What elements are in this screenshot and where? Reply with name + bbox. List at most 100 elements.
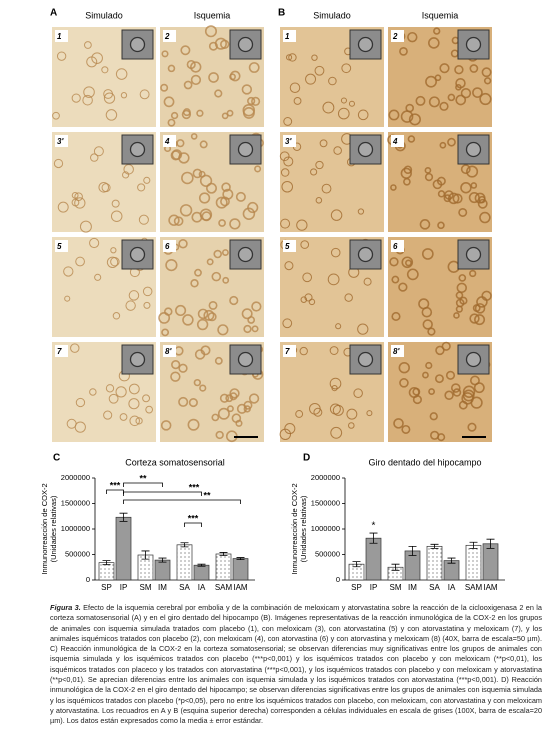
cell bbox=[222, 276, 230, 284]
cell bbox=[441, 341, 451, 351]
y-axis-label: Inmunorreacción de COX-2 bbox=[290, 483, 299, 574]
cell bbox=[215, 430, 224, 440]
cell bbox=[211, 271, 222, 282]
cell bbox=[357, 323, 369, 335]
significance-label: *** bbox=[188, 513, 199, 523]
cell bbox=[145, 405, 154, 414]
image-label-bg bbox=[283, 30, 296, 42]
cell bbox=[182, 108, 191, 117]
cell bbox=[453, 312, 460, 319]
micrograph: 3' bbox=[279, 132, 384, 232]
cell bbox=[327, 273, 340, 286]
cell bbox=[335, 323, 342, 330]
cell bbox=[390, 184, 397, 191]
cell bbox=[74, 197, 86, 209]
error-bar bbox=[391, 563, 400, 571]
error-bar bbox=[430, 543, 439, 549]
cell bbox=[447, 93, 456, 102]
image-label-bg bbox=[283, 240, 296, 252]
error-bar bbox=[236, 557, 245, 560]
cell bbox=[158, 311, 171, 324]
cell bbox=[388, 109, 400, 121]
cell bbox=[408, 113, 421, 126]
x-tick-label: SP bbox=[351, 583, 362, 592]
cell bbox=[242, 207, 256, 221]
cell bbox=[468, 192, 480, 204]
cell bbox=[337, 107, 350, 120]
cell bbox=[477, 198, 488, 209]
image-label: 6 bbox=[165, 242, 170, 251]
column-title: Isquemia bbox=[422, 10, 459, 20]
image-label-bg bbox=[163, 30, 176, 42]
inset-cell bbox=[465, 36, 482, 53]
image-label-bg bbox=[391, 30, 404, 42]
cell bbox=[295, 410, 304, 418]
cell bbox=[470, 182, 478, 189]
cell bbox=[56, 51, 67, 61]
cell bbox=[313, 407, 323, 417]
image-label: 6 bbox=[393, 242, 398, 251]
image-label: 5 bbox=[285, 242, 290, 251]
x-tick-label: IA bbox=[198, 583, 206, 592]
cell bbox=[110, 256, 120, 267]
cell bbox=[422, 371, 429, 379]
cell bbox=[300, 240, 310, 249]
cell bbox=[412, 395, 422, 405]
cell bbox=[211, 413, 220, 422]
cell bbox=[229, 388, 240, 399]
image-label-bg bbox=[55, 240, 68, 252]
cell bbox=[309, 402, 321, 415]
cell bbox=[161, 50, 169, 58]
cell bbox=[460, 182, 472, 194]
bar bbox=[232, 558, 249, 581]
x-tick-label: SP bbox=[101, 583, 112, 592]
error-bar bbox=[119, 512, 128, 522]
cell bbox=[330, 209, 343, 221]
cell bbox=[462, 385, 476, 398]
inset-cell bbox=[357, 36, 374, 53]
cell bbox=[178, 239, 188, 249]
cell bbox=[283, 117, 293, 126]
significance-bracket bbox=[123, 491, 202, 496]
cell bbox=[128, 398, 140, 410]
error-bar bbox=[352, 561, 361, 568]
y-axis-label: Inmunorreacción de COX-2 bbox=[40, 483, 49, 574]
cell bbox=[282, 318, 293, 329]
cell bbox=[432, 179, 443, 190]
cell bbox=[331, 384, 338, 392]
cell bbox=[444, 190, 454, 200]
cell bbox=[164, 307, 173, 316]
cell bbox=[407, 31, 418, 43]
image-label-bg bbox=[55, 135, 68, 147]
image-label: 3' bbox=[285, 137, 292, 146]
cell bbox=[332, 404, 344, 416]
cell bbox=[199, 174, 213, 187]
cell bbox=[90, 153, 99, 162]
cell bbox=[101, 66, 109, 74]
cell bbox=[437, 221, 445, 230]
cell bbox=[439, 141, 447, 149]
cell bbox=[83, 86, 95, 98]
image-label-bg bbox=[391, 135, 404, 147]
image-label-bg bbox=[391, 345, 404, 357]
image-label: 4 bbox=[392, 137, 398, 146]
cell bbox=[163, 96, 175, 108]
cell bbox=[428, 96, 440, 108]
panel-label: C bbox=[53, 453, 60, 464]
cell bbox=[421, 248, 434, 260]
cell bbox=[474, 314, 486, 326]
cell bbox=[461, 392, 474, 405]
error-bar bbox=[408, 545, 417, 556]
cell bbox=[458, 274, 467, 282]
cell bbox=[281, 180, 294, 193]
cell bbox=[424, 172, 434, 182]
cell bbox=[129, 415, 140, 427]
inset-cell bbox=[357, 246, 374, 263]
cell bbox=[110, 210, 123, 222]
cell bbox=[398, 282, 408, 292]
cell bbox=[329, 377, 342, 390]
cell bbox=[419, 219, 431, 230]
cell bbox=[357, 109, 369, 121]
y-axis-label: (Unidades relativas) bbox=[299, 495, 308, 562]
cell bbox=[123, 164, 134, 175]
